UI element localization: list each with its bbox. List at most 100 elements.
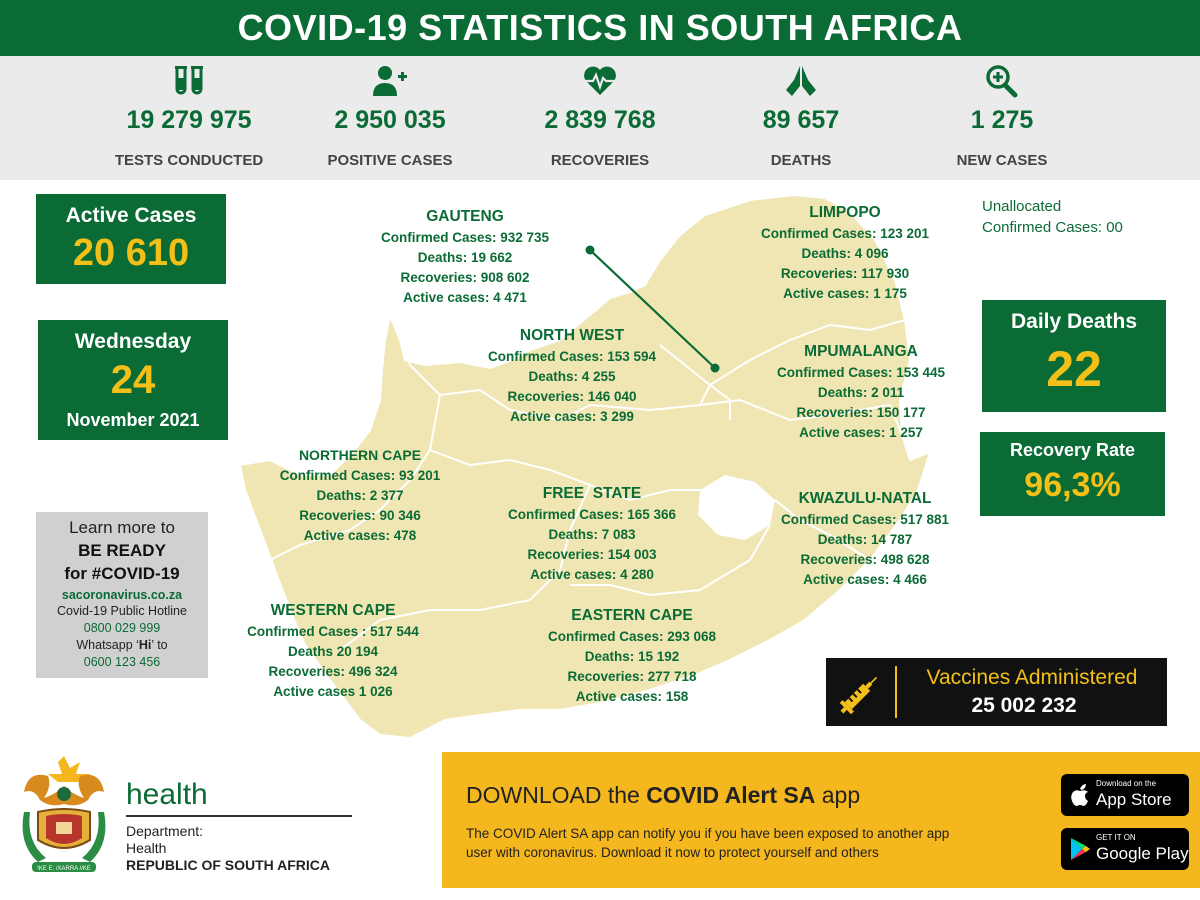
stat-label: TESTS CONDUCTED [114, 152, 264, 169]
south-africa-map [238, 193, 932, 740]
coat-of-arms-logo: !KE E: /XARRA //KE [22, 756, 106, 872]
province-deaths: Deaths: 19 662 [417, 250, 513, 265]
be-ready-box: Learn more to BE READY for #COVID-19 sac… [36, 512, 208, 678]
google-play-big: Google Play [1096, 844, 1189, 863]
health-brand: health [126, 778, 208, 811]
province-name: MPUMALANGA [804, 343, 918, 360]
page-title: COVID-19 STATISTICS IN SOUTH AFRICA [237, 7, 963, 48]
download-post: app [815, 782, 861, 808]
province-recoveries: Recoveries: 146 040 [507, 389, 637, 404]
province-name: GAUTENG [426, 208, 504, 225]
department-line1: Department: [126, 823, 204, 839]
province-name: EASTERN CAPE [571, 607, 693, 624]
active-cases-box: Active Cases 20 610 [36, 194, 226, 284]
province-name: KWAZULU-NATAL [798, 490, 932, 507]
stat-new-cases: 1 275 NEW CASES [902, 56, 1102, 180]
stats-band: 19 279 975 TESTS CONDUCTED 2 950 035 POS… [0, 56, 1200, 180]
unallocated-line2: Confirmed Cases: 00 [982, 219, 1123, 236]
province-name: LIMPOPO [809, 204, 881, 221]
province-limpopo: LIMPOPO Confirmed Cases: 123 201 Deaths:… [740, 202, 950, 304]
stat-value: 89 657 [762, 106, 840, 134]
daily-deaths-label: Daily Deaths [1010, 310, 1138, 333]
google-play-small: GET IT ON [1096, 833, 1136, 842]
recovery-rate-value: 96,3% [1024, 466, 1121, 504]
province-confirmed: Confirmed Cases: 293 068 [547, 629, 717, 644]
department-block: Department: Health REPUBLIC OF SOUTH AFR… [126, 823, 330, 874]
province-confirmed: Confirmed Cases: 93 201 [279, 468, 441, 483]
title-bar: COVID-19 STATISTICS IN SOUTH AFRICA [0, 0, 1200, 56]
department-line2: Health [126, 840, 167, 856]
vaccines-box: Vaccines Administered 25 002 232 [826, 658, 1167, 726]
whatsapp-hi: Hi [138, 638, 152, 652]
date-weekday: Wednesday [74, 330, 192, 353]
stat-positive: 2 950 035 POSITIVE CASES [290, 56, 490, 180]
stat-value: 2 839 768 [544, 106, 656, 134]
province-active: Active cases: 4 466 [803, 572, 927, 587]
stat-label: POSITIVE CASES [327, 152, 453, 169]
country-outline [238, 193, 932, 740]
download-body-line2: user with coronavirus. Download it now t… [466, 845, 879, 860]
syringe-icon [839, 676, 878, 715]
province-recoveries: Recoveries: 496 324 [268, 664, 398, 679]
gauteng-pointer-dot [585, 245, 595, 255]
province-northern-cape: NORTHERN CAPE Confirmed Cases: 93 201 De… [255, 444, 465, 546]
province-recoveries: Recoveries: 117 930 [780, 266, 910, 281]
lesotho-cutout [698, 475, 775, 540]
gauteng-pointer-dot [710, 363, 720, 373]
province-confirmed: Confirmed Cases: 165 366 [507, 507, 677, 522]
province-confirmed: Confirmed Cases : 517 544 [247, 624, 419, 639]
province-name: WESTERN CAPE [270, 602, 396, 619]
department-line3: REPUBLIC OF SOUTH AFRICA [126, 857, 331, 873]
whatsapp-post: ’ to [151, 638, 168, 652]
ready-line2: BE READY [78, 541, 166, 560]
province-free-state: FREE STATE Confirmed Cases: 165 366 Deat… [487, 483, 697, 585]
province-deaths: Deaths: 4 255 [528, 369, 616, 384]
province-deaths: Deaths: 2 377 [316, 488, 404, 503]
download-pre: DOWNLOAD the [466, 782, 647, 808]
add-user-icon [373, 66, 407, 96]
province-deaths: Deaths: 15 192 [584, 649, 680, 664]
praying-hands-icon [786, 66, 816, 96]
stat-label: NEW CASES [956, 152, 1048, 169]
test-tubes-icon [175, 66, 203, 95]
google-play-icon [1071, 838, 1090, 860]
download-banner: DOWNLOAD the COVID Alert SA app The COVI… [442, 752, 1200, 888]
recovery-rate-label: Recovery Rate [1009, 440, 1136, 460]
province-confirmed: Confirmed Cases: 517 881 [780, 512, 950, 527]
app-store-button[interactable]: Download on the App Store [1061, 774, 1189, 816]
province-recoveries: Recoveries: 90 346 [299, 508, 421, 523]
province-gauteng: GAUTENG Confirmed Cases: 932 735 Deaths:… [360, 206, 570, 308]
logo-motto: !KE E: /XARRA //KE [37, 866, 91, 872]
province-deaths: Deaths 20 194 [287, 644, 379, 659]
download-body: The COVID Alert SA app can notify you if… [466, 824, 949, 862]
province-western-cape: WESTERN CAPE Confirmed Cases : 517 544 D… [228, 600, 438, 702]
stat-label: DEATHS [770, 152, 832, 169]
unallocated-line1: Unallocated [982, 198, 1062, 215]
daily-deaths-value: 22 [1046, 341, 1102, 397]
gauteng-pointer-line [589, 249, 716, 369]
province-recoveries: Recoveries: 277 718 [567, 669, 697, 684]
zoom-in-icon [986, 65, 1018, 98]
recovery-rate-box: Recovery Rate 96,3% [980, 432, 1165, 516]
heartbeat-icon [584, 66, 616, 95]
province-active: Active cases: 1 257 [799, 425, 923, 440]
apple-icon [1071, 784, 1088, 806]
province-active: Active cases: 4 280 [530, 567, 654, 582]
stat-value: 1 275 [970, 106, 1034, 134]
google-play-button[interactable]: GET IT ON Google Play [1061, 828, 1189, 870]
province-active: Active cases 1 026 [273, 684, 393, 699]
brand-divider [126, 815, 352, 817]
active-cases-label: Active Cases [65, 204, 197, 227]
province-name: NORTHERN CAPE [298, 447, 422, 463]
province-deaths: Deaths: 2 011 [817, 385, 905, 400]
date-day: 24 [110, 358, 156, 402]
active-cases-value: 20 610 [72, 232, 190, 274]
province-recoveries: Recoveries: 908 602 [400, 270, 530, 285]
province-kwazulu-natal: KWAZULU-NATAL Confirmed Cases: 517 881 D… [760, 488, 970, 590]
province-active: Active cases: 1 175 [783, 286, 907, 301]
whatsapp-line: Whatsapp ‘Hi’ to [36, 638, 208, 652]
download-heading: DOWNLOAD the COVID Alert SA app [466, 782, 860, 809]
ready-line3: for #COVID-19 [64, 564, 180, 583]
ready-site-link[interactable]: sacoronavirus.co.za [61, 588, 183, 602]
stat-value: 19 279 975 [126, 106, 252, 134]
